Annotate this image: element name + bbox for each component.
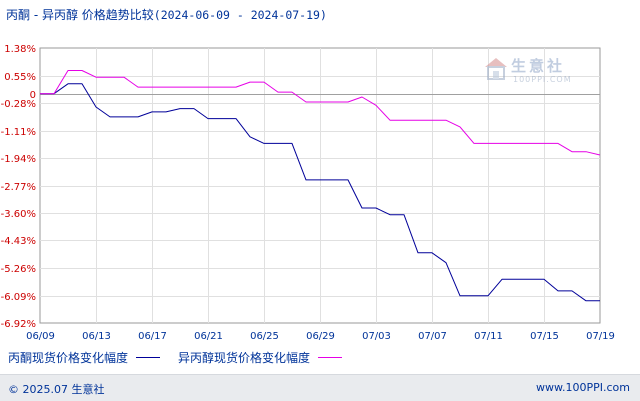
chart-legend: 丙酮现货价格变化幅度 异丙醇现货价格变化幅度: [8, 349, 360, 366]
y-tick-label: -6.09%: [1, 292, 36, 303]
y-tick-label: 0.55%: [4, 72, 36, 83]
x-tick-label: 07/07: [418, 331, 447, 342]
x-tick-label: 07/03: [362, 331, 391, 342]
y-tick-label: -2.77%: [1, 182, 36, 193]
legend-label-series-1: 丙酮现货价格变化幅度: [8, 351, 129, 365]
legend-swatch-series-1: [136, 357, 161, 358]
watermark: 生意社 100PPI.COM: [481, 55, 577, 91]
series-line-2: [40, 70, 601, 156]
legend-item-series-2: 异丙醇现货价格变化幅度: [178, 349, 350, 366]
legend-item-series-1: 丙酮现货价格变化幅度: [8, 349, 168, 366]
watermark-logo-icon: [485, 58, 507, 80]
x-tick-label: 07/11: [474, 331, 503, 342]
watermark-site: 100PPI.COM: [513, 75, 572, 84]
legend-swatch-series-2: [318, 357, 343, 358]
y-tick-label: -3.60%: [1, 209, 36, 220]
x-tick-label: 07/15: [530, 331, 559, 342]
watermark-brand: 生意社: [511, 57, 566, 75]
footer-copyright: © 2025.07 生意社: [8, 383, 105, 396]
y-tick-label: -1.94%: [1, 154, 36, 165]
line-chart: 1.38% 0.55% 0-0.28% -1.11% -1.94% -2.77% -3.60…: [1, 44, 615, 342]
x-tick-label: 06/17: [138, 331, 167, 342]
y-tick-label: -1.11%: [1, 127, 36, 138]
x-tick-label: 06/21: [194, 331, 223, 342]
chart-date-range: (2024-06-09 - 2024-07-19): [153, 8, 327, 22]
y-tick-label: 0: [30, 90, 36, 101]
x-tick-label: 06/13: [82, 331, 111, 342]
y-tick-label: -4.43%: [1, 236, 36, 247]
footer-site-link[interactable]: www.100PPI.com: [536, 381, 630, 394]
footer-bar: © 2025.07 生意社 www.100PPI.com: [0, 374, 640, 401]
y-tick-label: -5.26%: [1, 264, 36, 275]
x-tick-label: 06/09: [26, 331, 55, 342]
chart-title-text: 丙酮 - 异丙醇 价格趋势比较: [6, 8, 154, 22]
x-tick-label: 06/25: [250, 331, 279, 342]
series-line-1: [40, 83, 600, 302]
chart-title: 丙酮 - 异丙醇 价格趋势比较(2024-06-09 - 2024-07-19): [6, 6, 327, 23]
y-tick-label: 1.38%: [4, 44, 36, 55]
x-tick-label: 07/19: [586, 331, 615, 342]
y-tick-label: -6.92%: [1, 319, 36, 330]
legend-label-series-2: 异丙醇现货价格变化幅度: [178, 351, 311, 365]
y-tick-label: -0.28%: [1, 99, 36, 110]
x-tick-label: 06/29: [306, 331, 335, 342]
